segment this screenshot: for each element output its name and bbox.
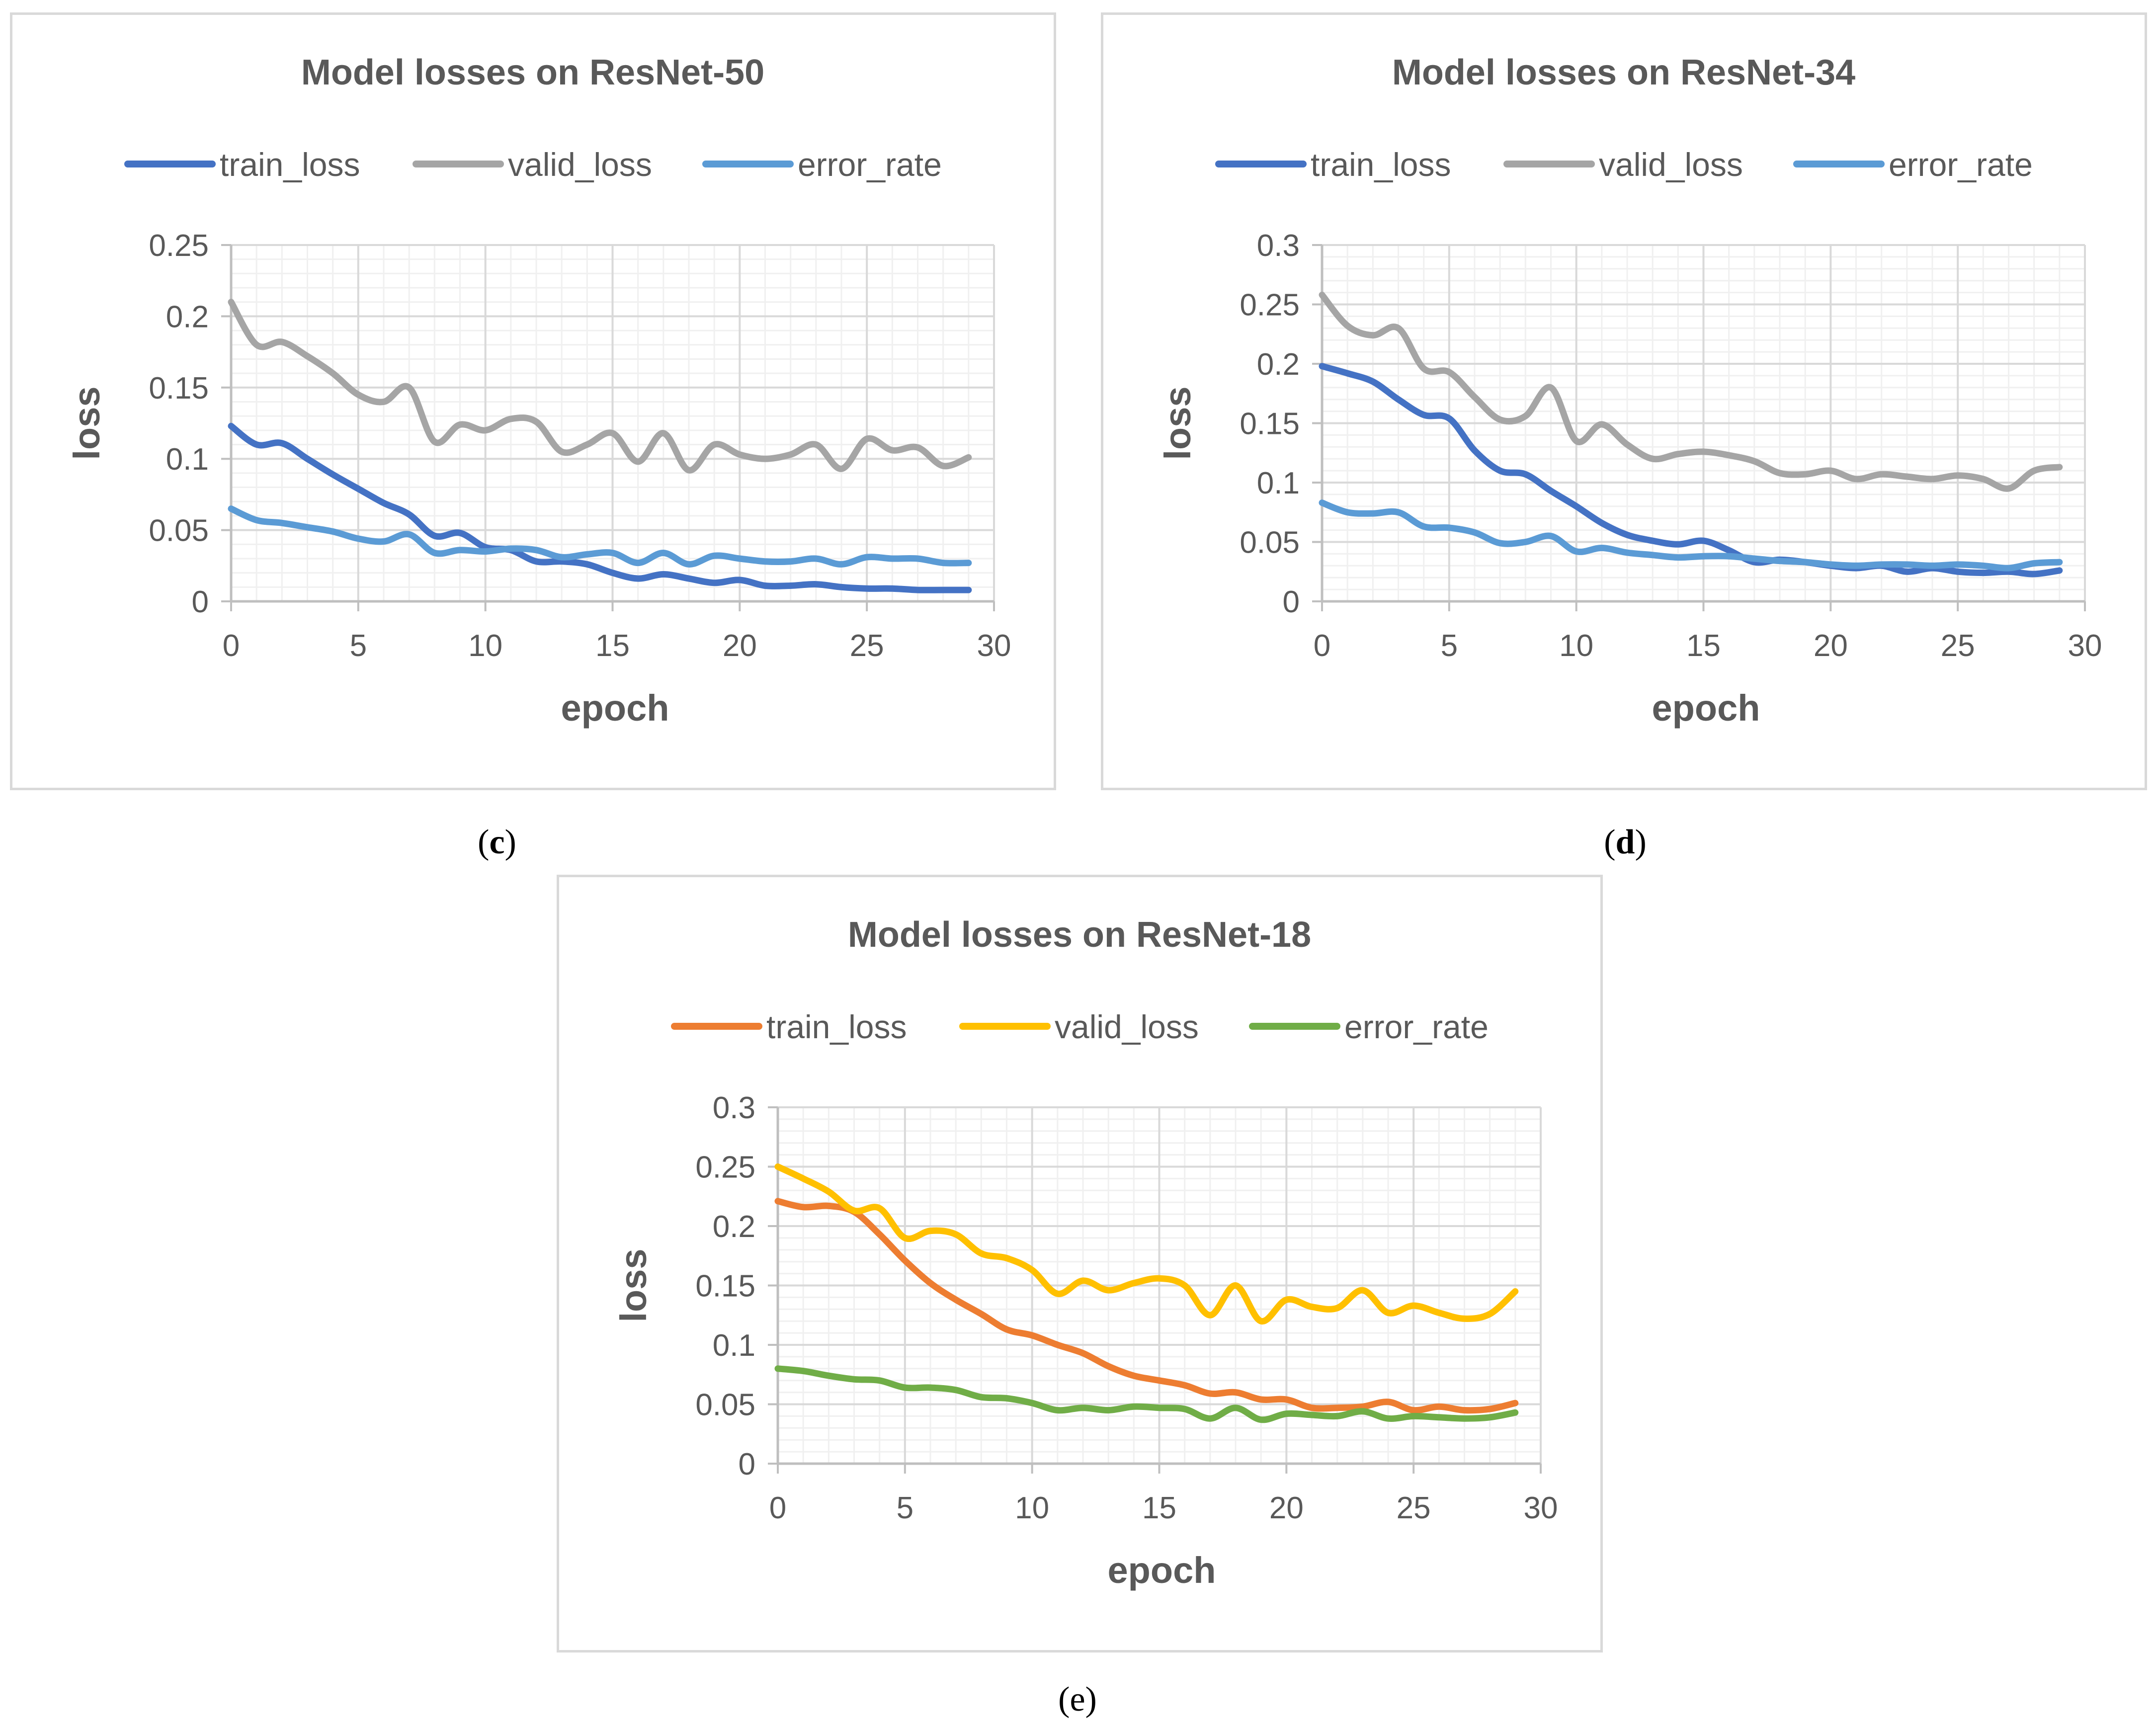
x-tick-label: 10	[1015, 1491, 1049, 1525]
chart-title: Model losses on ResNet-34	[1392, 53, 1855, 92]
legend-item-valid-loss: valid_loss	[1503, 146, 1743, 183]
legend-item-train-loss: train_loss	[124, 146, 360, 183]
y-tick-label: 0.1	[713, 1328, 755, 1363]
y-tick-label: 0.25	[1240, 288, 1300, 323]
y-tick-label: 0.1	[166, 442, 209, 477]
chart-panel-resnet50: Model losses on ResNet-50 train_loss valid…	[10, 12, 1056, 790]
x-tick-label: 0	[1314, 629, 1330, 663]
legend-item-valid-loss: valid_loss	[413, 146, 652, 183]
x-tick-label: 10	[1559, 629, 1593, 663]
series-line-error-rate	[228, 505, 972, 568]
caption-e: (e)	[1058, 1680, 1097, 1719]
chart-title: Model losses on ResNet-50	[301, 53, 764, 92]
x-tick-label: 5	[1441, 629, 1458, 663]
y-tick-label: 0.25	[695, 1151, 755, 1185]
legend-item-error-rate: error_rate	[702, 146, 942, 183]
legend-label: train_loss	[766, 1008, 907, 1045]
series-line-valid-loss	[774, 1163, 1519, 1324]
y-tick-label: 0.2	[166, 300, 209, 334]
gridlines	[1321, 244, 2086, 602]
x-axis-title: epoch	[1108, 1550, 1216, 1591]
legend-label: valid_loss	[1055, 1008, 1199, 1045]
y-tick-label: 0.05	[1240, 526, 1300, 560]
y-tick-label: 0.15	[149, 371, 209, 406]
caption-c: (c)	[478, 823, 516, 861]
x-tick-label: 0	[223, 629, 240, 663]
caption-c-letter: c	[489, 823, 505, 861]
x-tick-label: 20	[723, 629, 757, 663]
x-tick-label: 25	[1941, 629, 1975, 663]
chart-panel-resnet34: Model losses on ResNet-34 train_loss valid…	[1101, 12, 2147, 790]
caption-e-letter: e	[1070, 1680, 1085, 1719]
x-tick-label: 30	[1524, 1491, 1558, 1525]
x-tick-label: 15	[1686, 629, 1721, 663]
legend-label: valid_loss	[508, 146, 652, 183]
y-tick-label: 0.05	[695, 1388, 755, 1422]
y-axis-title: loss	[1157, 386, 1198, 460]
y-tick-label: 0.05	[149, 514, 209, 548]
gridlines	[230, 244, 995, 602]
x-tick-label: 30	[2068, 629, 2102, 663]
y-axis-title: loss	[66, 386, 107, 460]
chart-svg-resnet50: Model losses on ResNet-50 train_loss valid…	[66, 53, 1011, 729]
legend-label: valid_loss	[1599, 146, 1743, 183]
series-line-valid-loss	[1319, 291, 2063, 492]
x-tick-label: 15	[595, 629, 630, 663]
legend-label: train_loss	[220, 146, 360, 183]
x-tick-label: 25	[1397, 1491, 1431, 1525]
series-line-train-loss	[228, 422, 972, 593]
caption-d-letter: d	[1615, 823, 1635, 861]
legend-label: train_loss	[1311, 146, 1451, 183]
series-line-train-loss	[774, 1198, 1519, 1414]
chart-panel-resnet18: Model losses on ResNet-18 train_loss valid…	[557, 875, 1603, 1652]
y-tick-label: 0.15	[1240, 407, 1300, 441]
x-tick-label: 10	[468, 629, 502, 663]
series-line-valid-loss	[228, 299, 972, 474]
legend-label: error_rate	[798, 146, 942, 183]
y-tick-label: 0.15	[695, 1269, 755, 1304]
legend-label: error_rate	[1344, 1008, 1489, 1045]
x-tick-label: 20	[1269, 1491, 1304, 1525]
legend-item-train-loss: train_loss	[1215, 146, 1451, 183]
y-tick-label: 0.2	[1257, 347, 1300, 382]
x-tick-label: 30	[977, 629, 1011, 663]
chart-svg-resnet34: Model losses on ResNet-34 train_loss valid…	[1157, 53, 2102, 729]
series-line-error-rate	[1319, 499, 2063, 572]
legend-item-error-rate: error_rate	[1249, 1008, 1489, 1045]
y-tick-label: 0	[192, 585, 209, 619]
chart-title: Model losses on ResNet-18	[848, 915, 1311, 955]
legend-item-train-loss: train_loss	[671, 1008, 907, 1045]
y-tick-label: 0	[1283, 585, 1300, 619]
legend-label: error_rate	[1889, 146, 2033, 183]
caption-d: (d)	[1604, 823, 1647, 861]
chart-svg-resnet18: Model losses on ResNet-18 train_loss valid…	[613, 915, 1558, 1591]
x-tick-label: 20	[1814, 629, 1848, 663]
y-tick-label: 0.3	[713, 1091, 755, 1125]
legend-item-valid-loss: valid_loss	[959, 1008, 1199, 1045]
x-tick-label: 0	[769, 1491, 786, 1525]
y-tick-label: 0.25	[149, 229, 209, 263]
x-tick-label: 5	[897, 1491, 913, 1525]
y-tick-label: 0	[739, 1447, 755, 1482]
legend-item-error-rate: error_rate	[1793, 146, 2033, 183]
x-tick-label: 5	[350, 629, 367, 663]
x-tick-label: 25	[850, 629, 884, 663]
series-line-error-rate	[774, 1365, 1519, 1423]
x-axis-title: epoch	[561, 687, 669, 729]
y-tick-label: 0.2	[713, 1210, 755, 1244]
y-axis-title: loss	[613, 1248, 654, 1322]
x-tick-label: 15	[1142, 1491, 1176, 1525]
y-tick-label: 0.3	[1257, 229, 1300, 263]
x-axis-title: epoch	[1652, 687, 1760, 729]
y-tick-label: 0.1	[1257, 466, 1300, 500]
